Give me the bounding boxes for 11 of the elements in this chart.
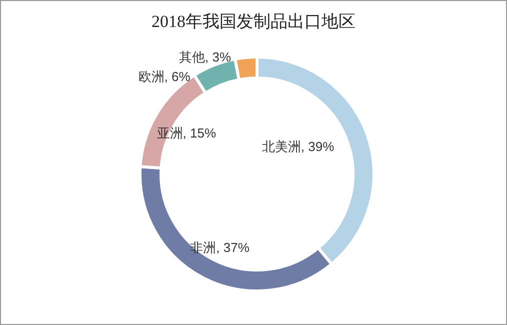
data-label: , 3%	[205, 50, 232, 65]
slice-label: 欧洲	[138, 68, 164, 84]
slice-label: 亚洲	[156, 125, 183, 140]
data-label: , 15%	[182, 125, 216, 140]
data-label: , 6%	[164, 68, 191, 84]
slice-label: 其他	[179, 50, 206, 65]
chart-title: 2018年我国发制品出口地区	[152, 12, 356, 31]
slice-label: 北美洲	[262, 139, 301, 154]
slice-label: 非洲	[190, 240, 216, 256]
data-label: , 37%	[216, 240, 250, 256]
data-label: , 39%	[300, 139, 335, 154]
